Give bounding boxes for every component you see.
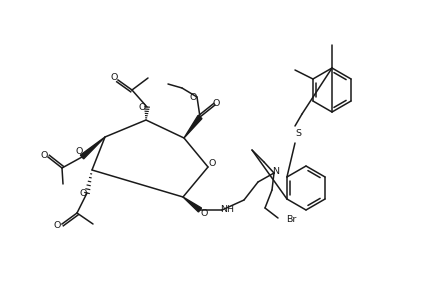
Text: O: O <box>79 188 86 197</box>
Text: NH: NH <box>220 206 234 214</box>
Polygon shape <box>81 137 105 159</box>
Text: O: O <box>189 92 197 101</box>
Text: N: N <box>273 167 279 176</box>
Text: O: O <box>208 160 216 169</box>
Text: O: O <box>138 103 146 112</box>
Polygon shape <box>184 116 202 138</box>
Text: O: O <box>75 148 83 157</box>
Text: O: O <box>212 100 220 109</box>
Polygon shape <box>183 197 201 212</box>
Text: O: O <box>40 151 48 160</box>
Text: O: O <box>200 208 208 217</box>
Text: Br: Br <box>286 215 296 224</box>
Text: O: O <box>110 74 118 82</box>
Text: S: S <box>295 130 301 139</box>
Text: O: O <box>53 220 60 230</box>
